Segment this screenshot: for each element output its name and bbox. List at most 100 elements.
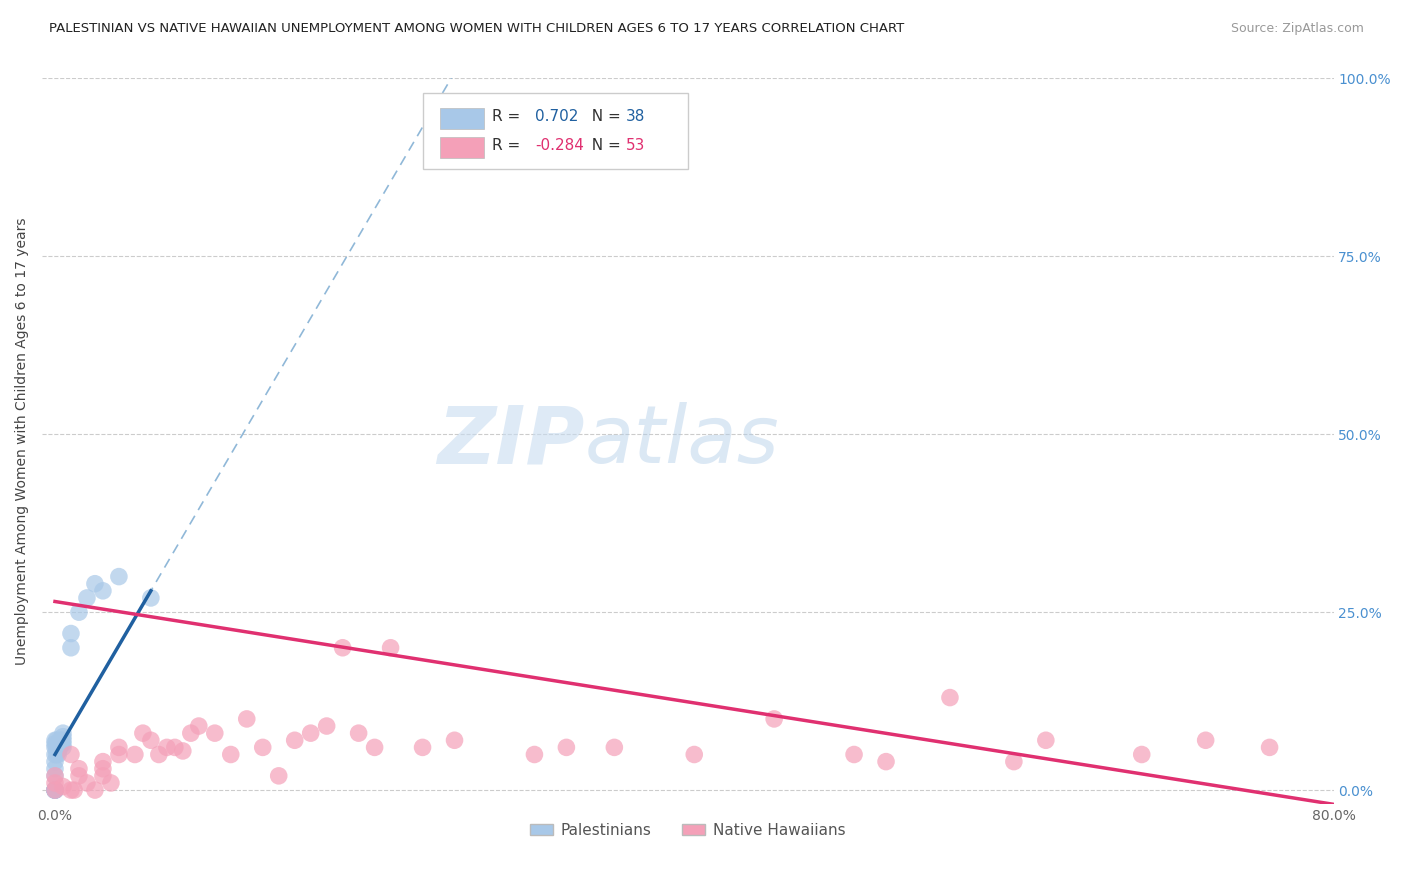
Point	[44, 783, 66, 797]
Point	[219, 747, 242, 762]
Point	[1002, 755, 1025, 769]
Point	[44, 740, 66, 755]
Point	[46, 747, 69, 762]
Point	[124, 747, 146, 762]
Text: 38: 38	[626, 110, 645, 125]
Point	[523, 747, 546, 762]
Point	[44, 747, 66, 762]
Point	[59, 640, 82, 655]
Point	[67, 769, 90, 783]
Point	[67, 762, 90, 776]
Text: N =: N =	[582, 110, 626, 125]
Point	[52, 740, 75, 755]
Point	[46, 740, 69, 755]
Point	[443, 733, 465, 747]
Point	[132, 726, 155, 740]
Point	[52, 733, 75, 747]
Point	[187, 719, 209, 733]
Point	[204, 726, 226, 740]
Point	[1195, 733, 1218, 747]
Point	[44, 783, 66, 797]
Point	[1258, 740, 1281, 755]
Point	[44, 755, 66, 769]
Point	[46, 744, 69, 758]
Text: PALESTINIAN VS NATIVE HAWAIIAN UNEMPLOYMENT AMONG WOMEN WITH CHILDREN AGES 6 TO : PALESTINIAN VS NATIVE HAWAIIAN UNEMPLOYM…	[49, 22, 904, 36]
Point	[44, 769, 66, 783]
Text: 53: 53	[626, 138, 645, 153]
Point	[108, 569, 131, 583]
Point	[108, 747, 131, 762]
Point	[363, 740, 385, 755]
Point	[139, 733, 162, 747]
Point	[44, 762, 66, 776]
Point	[100, 776, 122, 790]
Point	[555, 740, 578, 755]
Point	[252, 740, 274, 755]
Point	[315, 719, 337, 733]
Point	[683, 747, 706, 762]
Text: R =: R =	[492, 110, 524, 125]
Point	[51, 737, 73, 751]
Point	[939, 690, 962, 705]
Point	[84, 576, 107, 591]
Point	[1035, 733, 1057, 747]
Point	[1130, 747, 1153, 762]
Point	[180, 726, 202, 740]
Point	[156, 740, 179, 755]
Legend: Palestinians, Native Hawaiians: Palestinians, Native Hawaiians	[524, 817, 852, 844]
Point	[91, 583, 114, 598]
Point	[380, 640, 402, 655]
Point	[45, 733, 67, 747]
Y-axis label: Unemployment Among Women with Children Ages 6 to 17 years: Unemployment Among Women with Children A…	[15, 218, 30, 665]
Point	[91, 762, 114, 776]
Text: R =: R =	[492, 138, 524, 153]
Point	[108, 740, 131, 755]
Point	[76, 591, 98, 605]
Point	[284, 733, 307, 747]
Point	[84, 783, 107, 797]
Point	[49, 740, 72, 755]
Point	[236, 712, 259, 726]
Point	[91, 769, 114, 783]
Text: atlas: atlas	[585, 402, 779, 481]
Point	[44, 783, 66, 797]
Point	[139, 591, 162, 605]
Point	[51, 733, 73, 747]
Point	[59, 747, 82, 762]
Point	[347, 726, 370, 740]
Text: 0.702: 0.702	[536, 110, 579, 125]
Point	[91, 755, 114, 769]
FancyBboxPatch shape	[440, 136, 484, 158]
Point	[44, 783, 66, 797]
Point	[44, 733, 66, 747]
Point	[59, 626, 82, 640]
Point	[52, 730, 75, 744]
Point	[603, 740, 626, 755]
Point	[763, 712, 786, 726]
Point	[59, 783, 82, 797]
Point	[267, 769, 290, 783]
Point	[163, 740, 186, 755]
Point	[44, 783, 66, 797]
Point	[45, 740, 67, 755]
Point	[299, 726, 322, 740]
Point	[842, 747, 865, 762]
Point	[44, 769, 66, 783]
Point	[148, 747, 170, 762]
Text: N =: N =	[582, 138, 626, 153]
Point	[63, 783, 86, 797]
Point	[44, 776, 66, 790]
FancyBboxPatch shape	[440, 108, 484, 129]
FancyBboxPatch shape	[423, 93, 688, 169]
Point	[52, 726, 75, 740]
Point	[52, 780, 75, 794]
Point	[875, 755, 897, 769]
Point	[76, 776, 98, 790]
Text: Source: ZipAtlas.com: Source: ZipAtlas.com	[1230, 22, 1364, 36]
Text: -0.284: -0.284	[536, 138, 585, 153]
Point	[46, 737, 69, 751]
Point	[44, 783, 66, 797]
Text: ZIP: ZIP	[437, 402, 585, 481]
Point	[412, 740, 434, 755]
Point	[44, 737, 66, 751]
